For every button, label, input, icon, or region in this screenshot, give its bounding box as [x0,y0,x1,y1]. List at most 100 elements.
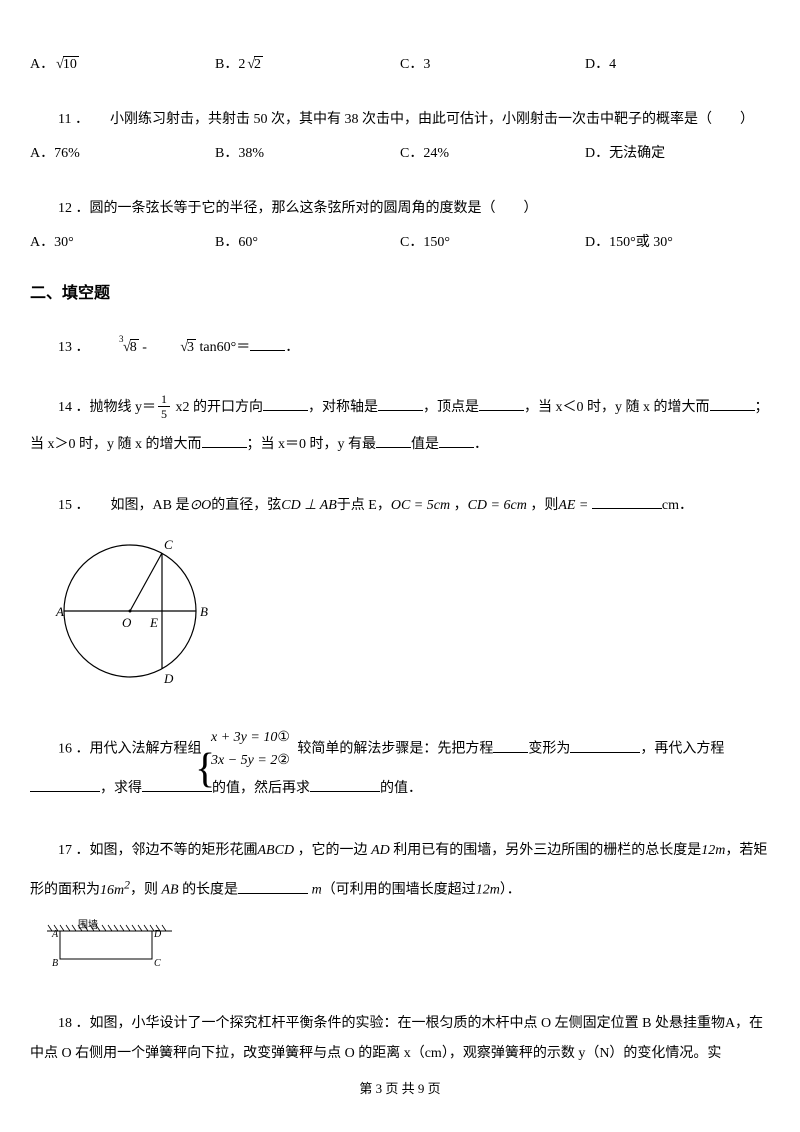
text: x2 的开口方向 [172,400,263,415]
text: 利用已有的围墙，另外三边所围的栅栏的总长度是 [390,843,702,858]
sqrt-icon: 2 [245,55,263,75]
text: ）． [500,883,521,898]
math: ⊙O [189,498,211,513]
text: ，求得 [100,781,142,796]
math: CD ⊥ AB [281,498,337,513]
sqrt-icon: 10 [54,55,79,75]
text: （可利用的围墙长度超过 [322,883,476,898]
text: cm． [662,498,693,513]
label-E: E [149,615,158,630]
q16: 16 ．用代入法解方程组 x + 3y = 10① 3x − 5y = 2② 较… [30,727,770,805]
text: ， [450,498,468,513]
q-number: 16 ．用代入法解方程组 [58,742,202,757]
blank [202,433,247,448]
q10-opt-a: A．10 [30,55,215,75]
q18: 18 ．如图，小华设计了一个探究杠杆平衡条件的实验：在一根匀质的木杆中点 O 左… [30,1009,770,1071]
period: ． [285,340,299,355]
text: 的长度是 [179,883,239,898]
q11-options: A．76% B．38% C．24% D．无法确定 [30,144,770,164]
text: ，则 [130,883,162,898]
q12-options: A．30° B．60° C．150° D．150°或 30° [30,233,770,253]
q15: 15 ． 如图，AB 是⊙O的直径，弦CD ⊥ AB于点 E，OC = 5cm … [30,491,770,520]
q15-figure: A B C D O E [40,531,770,698]
text: ，当 x＜0 时，y 随 x 的增大而 [524,400,710,415]
blank [250,336,285,351]
q12-text: 12 ．圆的一条弦长等于它的半径，那么这条弦所对的圆周角的度数是（ ） [30,194,770,223]
text: 变形为 [528,742,570,757]
q14: 14 ．抛物线 y＝15 x2 的开口方向 ，对称轴是 ，顶点是 ，当 x＜0 时，y… [30,390,770,463]
q12-opt-d: D．150°或 30° [585,233,770,253]
label-C: C [164,537,173,552]
text: 的值，然后再求 [212,781,310,796]
text: 值是 [411,437,439,452]
label-C: C [154,958,161,969]
q11-opt-a: A．76% [30,144,215,164]
q-number: 15 ． [58,498,83,513]
text: ，则 [527,498,559,513]
label-A: A [55,604,64,619]
label-D: D [153,929,162,940]
q17: 17 ．如图，邻边不等的矩形花圃ABCD ，它的一边 AD 利用已有的围墙，另外… [30,833,770,908]
math: AD [371,843,390,858]
q-number: 18 ． [58,1016,90,1031]
wall-label: 围墙 [78,919,98,931]
q11-opt-d: D．无法确定 [585,144,770,164]
equation-system: x + 3y = 10① 3x − 5y = 2② [209,727,290,772]
text: ；当 x＝0 时，y 有最 [247,437,377,452]
blank [493,738,528,753]
math: AE = [558,498,592,513]
fraction: 15 [158,393,170,420]
q-body: 如图，小华设计了一个探究杠杆平衡条件的实验：在一根匀质的木杆中点 O 左侧固定位… [30,1016,763,1062]
blank [592,494,662,509]
q-number: 14 ．抛物线 y＝ [58,400,156,415]
math: OC = 5cm [391,498,450,513]
circle-diagram-icon: A B C D O E [40,531,230,691]
math: CD = 6cm [468,498,527,513]
minus: - [142,340,150,355]
label-B: B [52,958,58,969]
blank [376,433,411,448]
q11-opt-b: B．38% [215,144,400,164]
q-body: 小刚练习射击，共射击 50 次，其中有 38 次击中，由此可估计，小刚射击一次击… [110,112,754,127]
text: 的直径，弦 [211,498,281,513]
q10-opt-d: D．4 [585,55,770,75]
text: 如图，邻边不等的矩形花圃 [90,843,258,858]
text: ． [474,437,488,452]
tan-text: tan60°＝ [200,340,251,355]
opt-label: B．2 [215,57,245,72]
text: ，对称轴是 [308,400,378,415]
math: m [308,883,322,898]
blank [439,433,474,448]
opt-label: A． [30,57,54,72]
cbrt-icon: 38 [93,333,139,362]
math: AB [161,883,178,898]
q12-opt-a: A．30° [30,233,215,253]
text: ，顶点是 [423,400,479,415]
blank [238,879,308,894]
math: 12m [701,843,725,858]
blank [479,396,524,411]
label-B: B [200,604,208,619]
q10-opt-c: C．3 [400,55,585,75]
section-2-header: 二、填空题 [30,283,770,305]
label-D: D [163,671,174,686]
text: 于点 E， [337,498,391,513]
q-number: 13 ． [58,340,90,355]
math: ABCD [258,843,295,858]
q-number: 17 ． [58,843,90,858]
text: 如图，AB 是 [111,498,190,513]
rectangle-diagram-icon: 围墙 A D B C [42,919,182,974]
text: 较简单的解法步骤是：先把方程 [297,742,493,757]
blank [570,738,640,753]
label-A: A [51,929,59,940]
label-O: O [122,615,132,630]
q10-opt-b: B．22 [215,55,400,75]
q10-options: A．10 B．22 C．3 D．4 [30,55,770,75]
q11-text: 11 ． 小刚练习射击，共射击 50 次，其中有 38 次击中，由此可估计，小刚… [30,105,770,134]
math: 12m [476,883,500,898]
sqrt-icon: 3 [150,333,196,362]
blank [710,396,755,411]
math: 16m2 [100,883,130,898]
text: ，它的一边 [294,843,371,858]
q11-opt-c: C．24% [400,144,585,164]
